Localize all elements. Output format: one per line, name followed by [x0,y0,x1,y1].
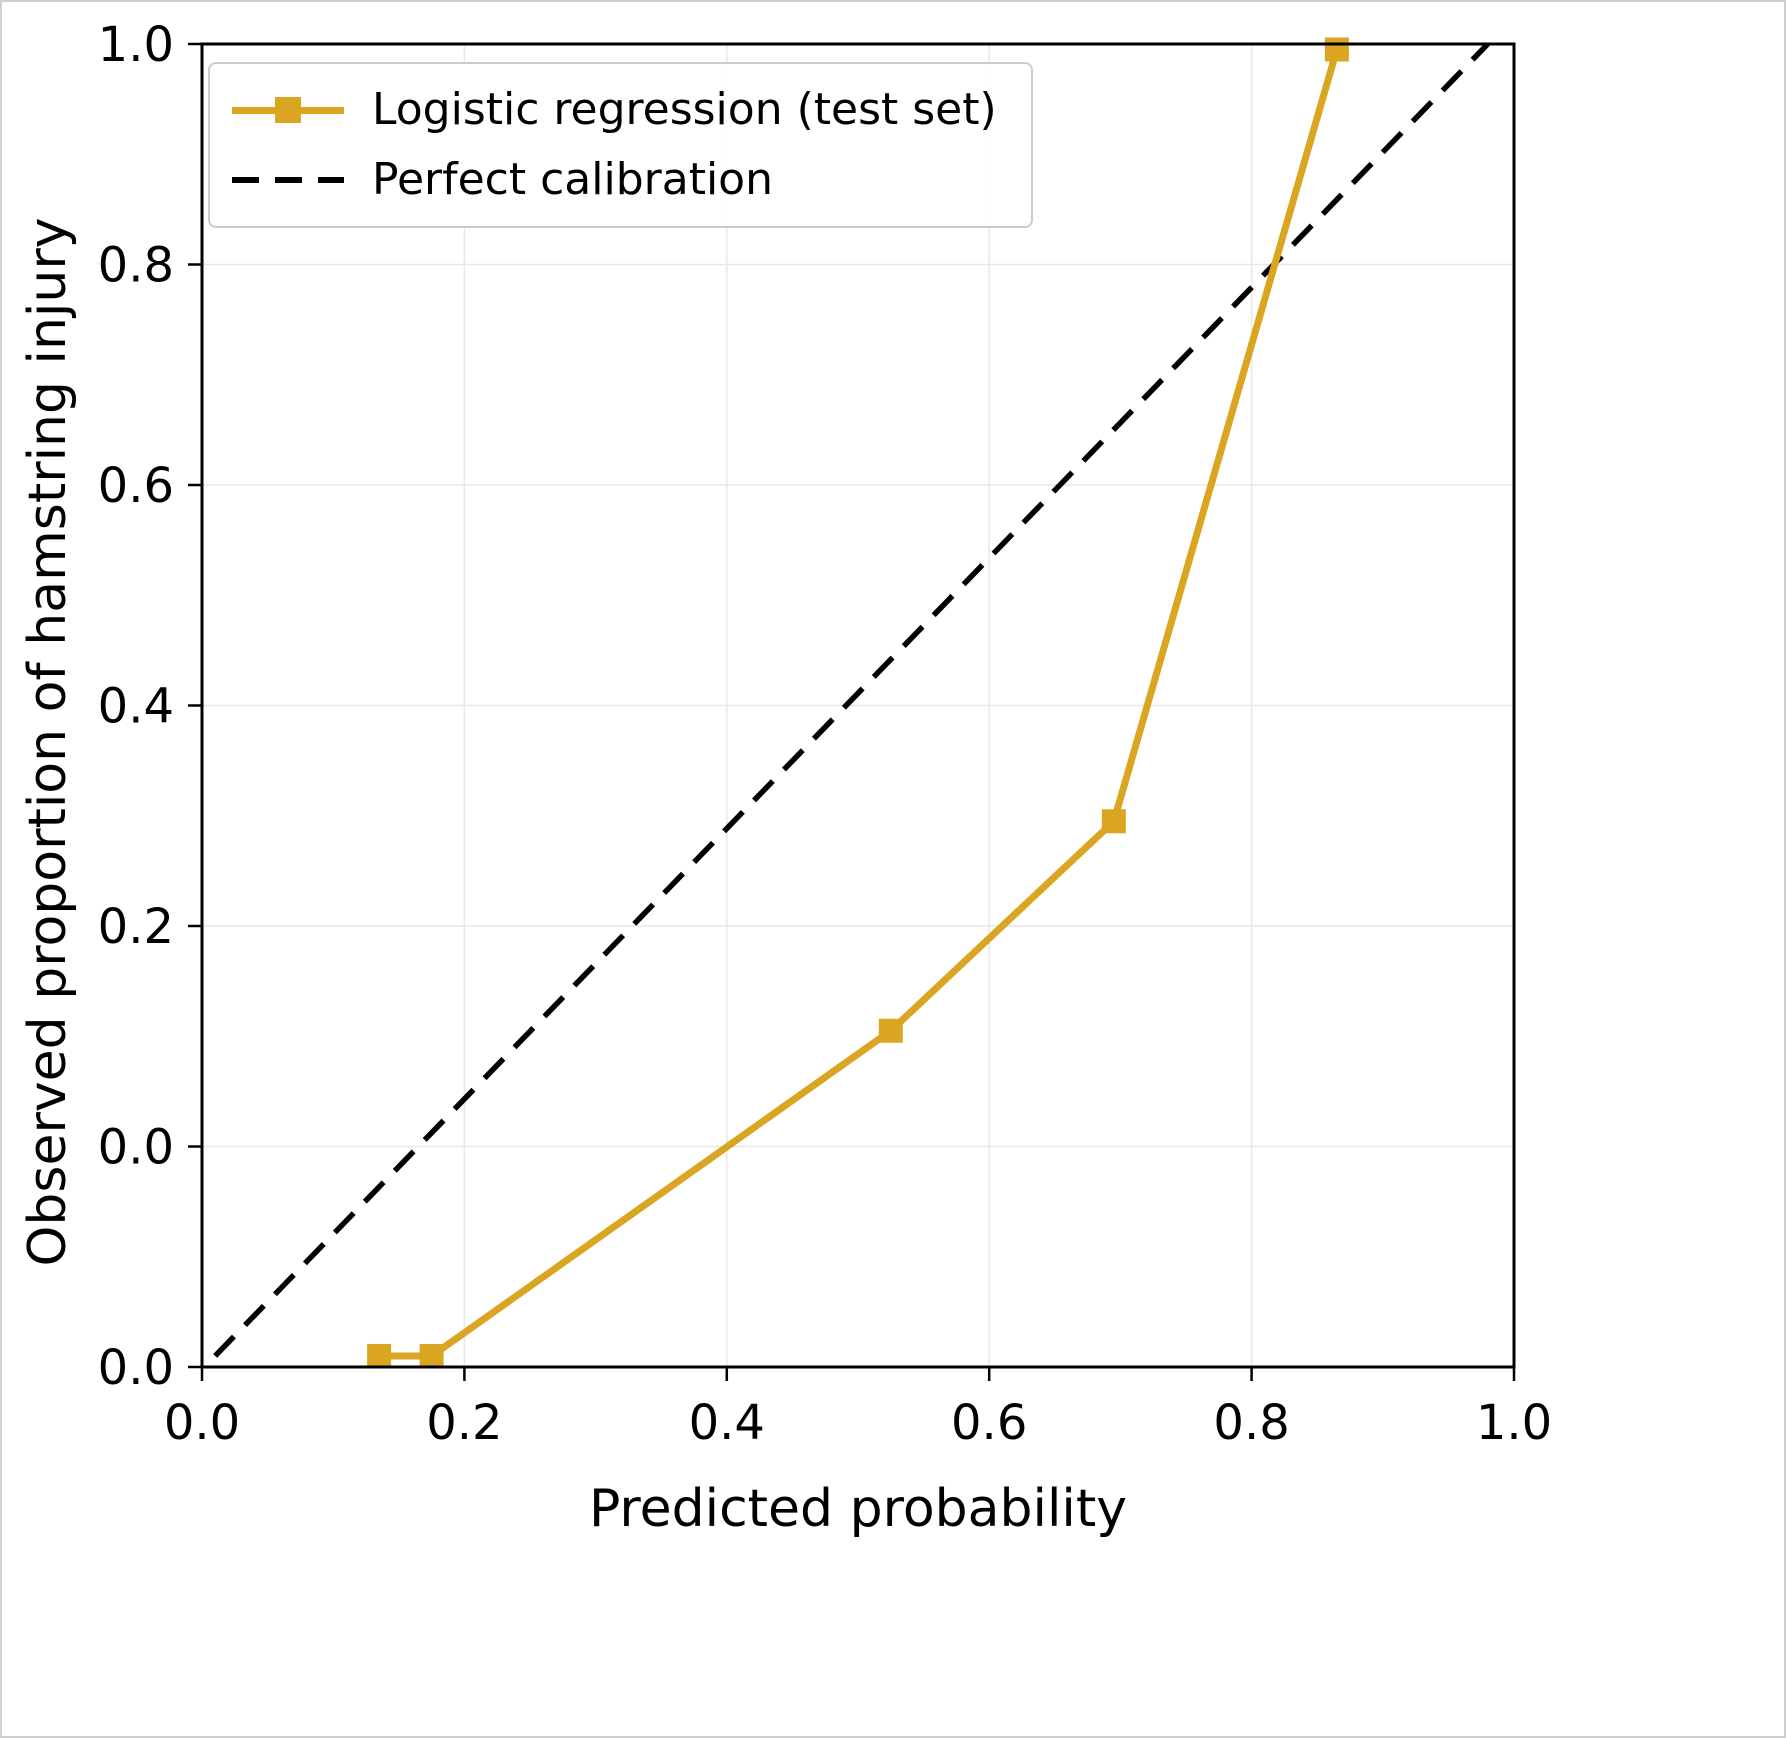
x-tick-label: 0.8 [1213,1395,1289,1451]
y-tick-label: 0.0 [98,1120,174,1176]
legend: Logistic regression (test set) Perfect c… [208,62,1033,228]
calibration-curve [379,48,1341,1360]
legend-entry-logistic: Logistic regression (test set) [232,80,997,140]
y-tick-label: 1.0 [98,17,174,73]
x-tick-label: 0.2 [426,1395,502,1451]
legend-label-perfect: Perfect calibration [372,154,773,205]
perfect-calibration-line [213,42,1490,1358]
y-axis-title: Observed proportion of hamstring injury [18,217,78,1267]
y-tick-label: 0.4 [98,679,174,735]
y-tick-label: 0.2 [98,899,174,955]
data-point-marker [878,1018,903,1043]
x-tick-label: 1.0 [1476,1395,1552,1451]
data-point-marker [419,1343,444,1368]
x-axis-title: Predicted probability [588,1479,1128,1539]
data-point-marker [1101,809,1126,834]
y-axis-ticks: 0.0 0.0 0.2 0.4 0.6 0.8 1.0 [98,17,202,1396]
y-tick-label: 0.6 [98,458,174,514]
x-tick-label: 0.6 [951,1395,1027,1451]
legend-entry-perfect: Perfect calibration [232,150,997,210]
x-tick-label: 0.4 [689,1395,765,1451]
data-point-marker [367,1343,392,1368]
y-tick-label: 0.8 [98,238,174,294]
data-point-marker [1324,37,1349,62]
x-axis-ticks: 0.0 0.2 0.4 0.6 0.8 1.0 [164,1367,1552,1451]
legend-line-marker-icon [232,94,344,126]
x-tick-label: 0.0 [164,1395,240,1451]
legend-series-square-marker-icon [275,97,301,123]
legend-label-logistic: Logistic regression (test set) [372,84,997,135]
y-tick-label: 0.0 [98,1340,174,1396]
legend-dashed-line-icon [232,177,344,183]
